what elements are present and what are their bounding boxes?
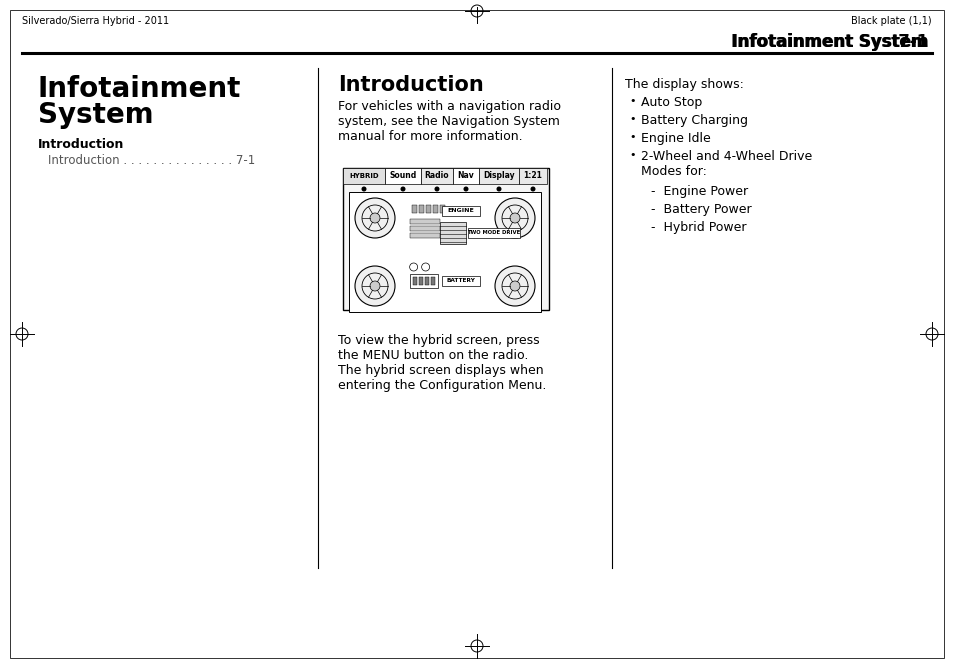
Text: -  Hybrid Power: - Hybrid Power <box>650 221 745 234</box>
Circle shape <box>435 187 438 191</box>
Bar <box>433 205 437 213</box>
Circle shape <box>370 281 379 291</box>
Text: Black plate (1,1): Black plate (1,1) <box>850 16 931 26</box>
Circle shape <box>510 281 519 291</box>
Text: TWO MODE DRIVE: TWO MODE DRIVE <box>467 230 519 236</box>
Bar <box>413 277 416 285</box>
Bar <box>439 222 465 244</box>
Text: System: System <box>38 101 153 129</box>
Circle shape <box>531 187 535 191</box>
Text: manual for more information.: manual for more information. <box>337 130 522 143</box>
Text: The hybrid screen displays when: The hybrid screen displays when <box>337 364 543 377</box>
Text: -  Battery Power: - Battery Power <box>650 203 751 216</box>
Text: system, see the Navigation System: system, see the Navigation System <box>337 115 559 128</box>
Text: 2-Wheel and 4-Wheel Drive: 2-Wheel and 4-Wheel Drive <box>640 150 811 163</box>
Text: Infotainment System     7-1: Infotainment System 7-1 <box>731 33 953 51</box>
Text: •: • <box>628 150 635 160</box>
Bar <box>343 168 548 310</box>
Text: To view the hybrid screen, press: To view the hybrid screen, press <box>337 334 539 347</box>
Text: The display shows:: The display shows: <box>624 78 743 91</box>
Text: entering the Configuration Menu.: entering the Configuration Menu. <box>337 379 546 392</box>
Text: For vehicles with a navigation radio: For vehicles with a navigation radio <box>337 100 560 113</box>
Bar <box>409 274 437 288</box>
Bar <box>467 228 519 238</box>
Bar <box>518 168 546 184</box>
Text: the MENU button on the radio.: the MENU button on the radio. <box>337 349 528 362</box>
Bar <box>439 205 444 213</box>
Bar <box>418 205 423 213</box>
Text: Radio: Radio <box>424 172 449 180</box>
Text: Infotainment System: Infotainment System <box>730 33 927 51</box>
Circle shape <box>401 187 404 191</box>
Text: ENGINE: ENGINE <box>447 208 474 214</box>
Bar <box>453 168 478 184</box>
Bar <box>409 226 439 231</box>
Text: -  Engine Power: - Engine Power <box>650 185 747 198</box>
Circle shape <box>510 213 519 223</box>
Text: 7-1: 7-1 <box>880 33 927 51</box>
Text: BATTERY: BATTERY <box>446 279 475 283</box>
Bar <box>441 276 479 286</box>
Bar <box>385 168 420 184</box>
Bar <box>418 277 422 285</box>
Bar <box>441 206 479 216</box>
Bar <box>411 205 416 213</box>
Bar <box>349 192 540 312</box>
Text: Silverado/Sierra Hybrid - 2011: Silverado/Sierra Hybrid - 2011 <box>22 16 169 26</box>
Circle shape <box>497 187 500 191</box>
Text: Display: Display <box>482 172 515 180</box>
Text: Engine Idle: Engine Idle <box>640 132 710 145</box>
Bar <box>420 168 453 184</box>
Circle shape <box>370 213 379 223</box>
Text: •: • <box>628 132 635 142</box>
Text: 1:21: 1:21 <box>523 172 542 180</box>
Circle shape <box>464 187 467 191</box>
Text: Infotainment: Infotainment <box>38 75 241 103</box>
Bar <box>424 277 428 285</box>
Circle shape <box>495 266 535 306</box>
Text: Introduction: Introduction <box>38 138 124 151</box>
Bar <box>425 205 430 213</box>
Text: Introduction: Introduction <box>337 75 483 95</box>
Text: Sound: Sound <box>389 172 416 180</box>
Text: Nav: Nav <box>457 172 474 180</box>
Circle shape <box>355 198 395 238</box>
Text: Modes for:: Modes for: <box>640 165 706 178</box>
Bar <box>478 168 518 184</box>
Text: HYBRID: HYBRID <box>349 173 378 179</box>
Text: Introduction . . . . . . . . . . . . . . . 7-1: Introduction . . . . . . . . . . . . . .… <box>48 154 255 167</box>
Text: Battery Charging: Battery Charging <box>640 114 747 127</box>
Circle shape <box>362 187 365 191</box>
Bar <box>409 233 439 238</box>
Text: •: • <box>628 114 635 124</box>
Circle shape <box>355 266 395 306</box>
Circle shape <box>495 198 535 238</box>
Bar <box>409 219 439 224</box>
Bar <box>343 168 385 184</box>
Text: •: • <box>628 96 635 106</box>
Bar <box>430 277 435 285</box>
Text: Auto Stop: Auto Stop <box>640 96 701 109</box>
